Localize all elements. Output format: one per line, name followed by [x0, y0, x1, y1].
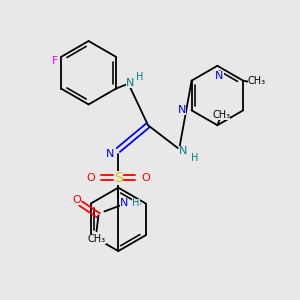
Text: H: H — [136, 72, 143, 82]
Text: N: N — [106, 149, 115, 159]
Text: N: N — [126, 78, 134, 88]
Text: CH₃: CH₃ — [248, 76, 266, 85]
Text: N: N — [178, 105, 186, 116]
Text: N: N — [120, 199, 128, 208]
Text: CH₃: CH₃ — [212, 110, 230, 120]
Text: O: O — [142, 173, 150, 183]
Text: N: N — [215, 71, 224, 81]
Text: O: O — [86, 173, 95, 183]
Text: H: H — [132, 199, 140, 208]
Text: O: O — [72, 194, 81, 205]
Text: H: H — [191, 153, 198, 163]
Text: N: N — [178, 146, 187, 156]
Text: F: F — [52, 56, 59, 66]
Text: S: S — [114, 171, 123, 185]
Text: CH₃: CH₃ — [87, 234, 106, 244]
